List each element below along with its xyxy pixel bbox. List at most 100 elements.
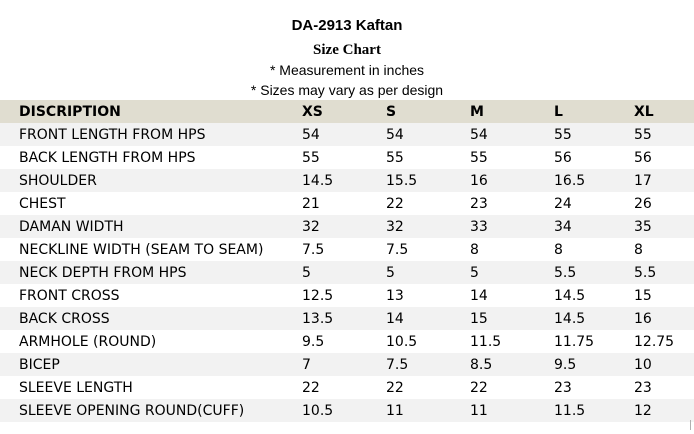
row-description: FRONT LENGTH FROM HPS bbox=[19, 126, 206, 143]
cell-xs: 22 bbox=[302, 379, 320, 396]
cell-l: 8 bbox=[554, 241, 563, 258]
row-description: ARMHOLE (ROUND) bbox=[19, 333, 157, 350]
cell-m: 15 bbox=[470, 310, 488, 327]
table-row: BACK CROSS 13.5 14 15 14.5 16 bbox=[0, 307, 694, 330]
cell-l: 11.75 bbox=[554, 333, 595, 350]
cell-l: 14.5 bbox=[554, 310, 586, 327]
table-row: NECKLINE WIDTH (SEAM TO SEAM) 7.5 7.5 8 8 8 bbox=[0, 238, 694, 261]
size-chart-table: DISCRIPTION XS S M L XL FRONT LENGTH FRO… bbox=[0, 100, 694, 422]
cell-xl: 55 bbox=[634, 126, 652, 143]
table-header-row: DISCRIPTION XS S M L XL bbox=[0, 100, 694, 123]
cell-xs: 55 bbox=[302, 149, 320, 166]
table-row: NECK DEPTH FROM HPS 5 5 5 5.5 5.5 bbox=[0, 261, 694, 284]
cell-xs: 12.5 bbox=[302, 287, 334, 304]
page-title: DA-2913 Kaftan bbox=[291, 17, 403, 34]
cell-s: 15.5 bbox=[386, 172, 418, 189]
cell-xl: 17 bbox=[634, 172, 652, 189]
cell-l: 16.5 bbox=[554, 172, 586, 189]
column-header-xl: XL bbox=[634, 103, 654, 120]
cell-m: 14 bbox=[470, 287, 488, 304]
cell-xs: 21 bbox=[302, 195, 320, 212]
row-description: NECKLINE WIDTH (SEAM TO SEAM) bbox=[19, 241, 264, 258]
cell-xs: 14.5 bbox=[302, 172, 334, 189]
cell-xs: 10.5 bbox=[302, 402, 334, 419]
cell-s: 32 bbox=[386, 218, 404, 235]
cell-l: 23 bbox=[554, 379, 572, 396]
table-row: SHOULDER 14.5 15.5 16 16.5 17 bbox=[0, 169, 694, 192]
cell-m: 11.5 bbox=[470, 333, 502, 350]
cell-xs: 7.5 bbox=[302, 241, 325, 258]
sizes-vary-note: * Sizes may vary as per design bbox=[250, 82, 444, 98]
cell-xl: 35 bbox=[634, 218, 652, 235]
cell-xs: 54 bbox=[302, 126, 320, 143]
cell-l: 34 bbox=[554, 218, 572, 235]
cell-m: 16 bbox=[470, 172, 488, 189]
cell-xl: 23 bbox=[634, 379, 652, 396]
cell-m: 11 bbox=[470, 402, 488, 419]
cell-s: 55 bbox=[386, 149, 404, 166]
cell-xl: 10 bbox=[634, 356, 652, 373]
table-row: FRONT CROSS 12.5 13 14 14.5 15 bbox=[0, 284, 694, 307]
row-description: BACK LENGTH FROM HPS bbox=[19, 149, 196, 166]
cell-m: 23 bbox=[470, 195, 488, 212]
cell-m: 22 bbox=[470, 379, 488, 396]
row-description: BICEP bbox=[19, 356, 60, 373]
table-row: BACK LENGTH FROM HPS 55 55 55 56 56 bbox=[0, 146, 694, 169]
cell-l: 5.5 bbox=[554, 264, 577, 281]
size-chart-subtitle: Size Chart bbox=[313, 42, 381, 58]
row-description: DAMAN WIDTH bbox=[19, 218, 124, 235]
cell-s: 14 bbox=[386, 310, 404, 327]
cell-s: 7.5 bbox=[386, 356, 409, 373]
column-header-xs: XS bbox=[302, 103, 323, 120]
table-row: SLEEVE OPENING ROUND(CUFF) 10.5 11 11 11.5 12 bbox=[0, 399, 694, 422]
cell-s: 10.5 bbox=[386, 333, 418, 350]
cell-l: 55 bbox=[554, 126, 572, 143]
cell-s: 11 bbox=[386, 402, 404, 419]
cell-xs: 13.5 bbox=[302, 310, 334, 327]
cell-m: 5 bbox=[470, 264, 479, 281]
row-description: SHOULDER bbox=[19, 172, 97, 189]
cell-l: 24 bbox=[554, 195, 572, 212]
cell-xs: 9.5 bbox=[302, 333, 325, 350]
table-row: CHEST 21 22 23 24 26 bbox=[0, 192, 694, 215]
cell-xl: 56 bbox=[634, 149, 652, 166]
table-body: FRONT LENGTH FROM HPS 54 54 54 55 55 BACK LENG… bbox=[0, 123, 694, 422]
cell-s: 22 bbox=[386, 195, 404, 212]
cell-xl: 15 bbox=[634, 287, 652, 304]
table-row: BICEP 7 7.5 8.5 9.5 10 bbox=[0, 353, 694, 376]
cell-s: 5 bbox=[386, 264, 395, 281]
cell-s: 54 bbox=[386, 126, 404, 143]
cell-xl: 26 bbox=[634, 195, 652, 212]
cell-s: 7.5 bbox=[386, 241, 409, 258]
cell-m: 8 bbox=[470, 241, 479, 258]
table-row: SLEEVE LENGTH 22 22 22 23 23 bbox=[0, 376, 694, 399]
cell-xl: 12 bbox=[634, 402, 652, 419]
cell-l: 14.5 bbox=[554, 287, 586, 304]
column-header-m: M bbox=[470, 103, 484, 120]
row-description: FRONT CROSS bbox=[19, 287, 120, 304]
cell-m: 33 bbox=[470, 218, 488, 235]
cell-m: 54 bbox=[470, 126, 488, 143]
row-description: SLEEVE LENGTH bbox=[19, 379, 133, 396]
cell-m: 55 bbox=[470, 149, 488, 166]
table-row: FRONT LENGTH FROM HPS 54 54 54 55 55 bbox=[0, 123, 694, 146]
table-row: DAMAN WIDTH 32 32 33 34 35 bbox=[0, 215, 694, 238]
cell-s: 13 bbox=[386, 287, 404, 304]
row-description: NECK DEPTH FROM HPS bbox=[19, 264, 187, 281]
column-header-l: L bbox=[554, 103, 563, 120]
table-row: ARMHOLE (ROUND) 9.5 10.5 11.5 11.75 12.75 bbox=[0, 330, 694, 353]
cell-xl: 8 bbox=[634, 241, 643, 258]
cell-l: 9.5 bbox=[554, 356, 577, 373]
edge-mark bbox=[690, 420, 691, 430]
cell-xs: 32 bbox=[302, 218, 320, 235]
column-header-description: DISCRIPTION bbox=[19, 103, 121, 120]
row-description: SLEEVE OPENING ROUND(CUFF) bbox=[19, 402, 245, 419]
row-description: BACK CROSS bbox=[19, 310, 110, 327]
cell-l: 56 bbox=[554, 149, 572, 166]
cell-l: 11.5 bbox=[554, 402, 586, 419]
measurement-note: * Measurement in inches bbox=[269, 62, 425, 78]
cell-xs: 5 bbox=[302, 264, 311, 281]
row-description: CHEST bbox=[19, 195, 66, 212]
cell-xs: 7 bbox=[302, 356, 311, 373]
cell-xl: 16 bbox=[634, 310, 652, 327]
